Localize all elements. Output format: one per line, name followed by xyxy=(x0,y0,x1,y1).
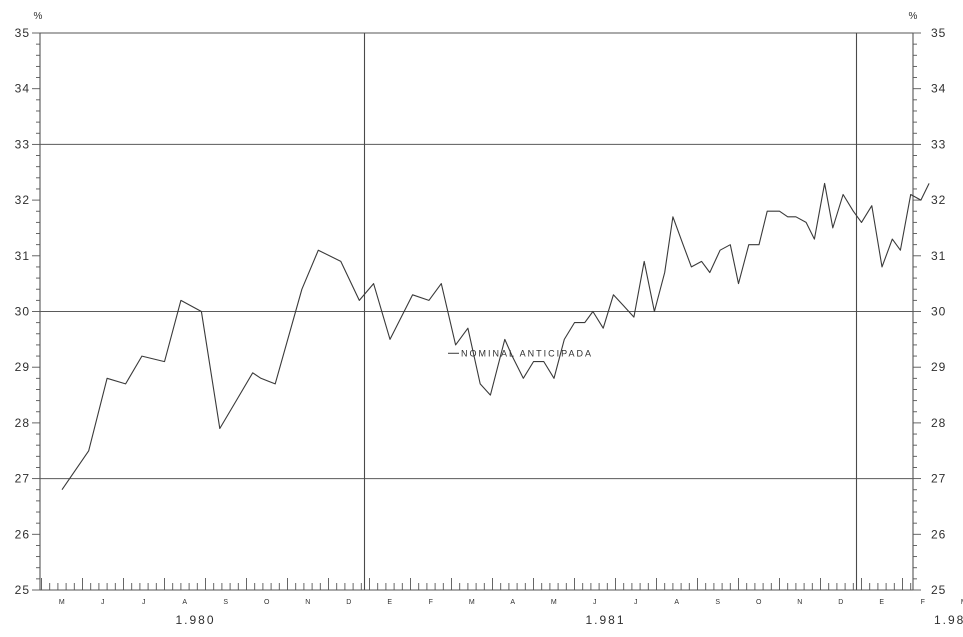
x-month-label: S xyxy=(223,599,228,606)
series-label: NOMINAL ANTICIPADA xyxy=(461,348,593,358)
y-tick-label-right: 29 xyxy=(931,360,946,374)
x-month-label: O xyxy=(756,599,762,606)
x-month-label: J xyxy=(142,599,146,606)
x-month-label: J xyxy=(634,599,638,606)
x-month-label: M xyxy=(961,599,963,606)
x-year-label: 1.980 xyxy=(175,613,215,627)
y-axis-ticks xyxy=(32,32,921,591)
y-tick-label-left: 31 xyxy=(15,249,30,263)
y-tick-label-left: 34 xyxy=(15,82,30,96)
y-tick-label-left: 26 xyxy=(15,527,30,541)
x-month-label: J xyxy=(101,599,105,606)
x-month-label: J xyxy=(593,599,597,606)
y-tick-label-right: 34 xyxy=(931,82,946,96)
x-month-label: E xyxy=(879,599,884,606)
x-axis-ticks xyxy=(41,578,912,590)
x-month-label: D xyxy=(838,599,844,606)
x-month-label: S xyxy=(715,599,720,606)
x-month-label: M xyxy=(551,599,557,606)
x-month-label: A xyxy=(674,599,679,606)
y-tick-label-left: 35 xyxy=(15,26,30,40)
y-unit-label-right: % xyxy=(909,11,918,22)
y-tick-label-left: 33 xyxy=(15,137,30,151)
x-month-label: M xyxy=(469,599,475,606)
y-tick-label-left: 32 xyxy=(15,193,30,207)
y-tick-label-right: 26 xyxy=(931,527,946,541)
x-year-label: 1.982 xyxy=(934,613,963,627)
x-month-label: N xyxy=(797,599,803,606)
x-month-label: A xyxy=(182,599,187,606)
y-tick-label-left: 28 xyxy=(15,416,30,430)
x-year-label: 1.981 xyxy=(585,613,625,627)
y-tick-label-right: 27 xyxy=(931,472,946,486)
x-month-label: M xyxy=(59,599,65,606)
series-line-nominal-anticipada xyxy=(61,182,930,491)
y-tick-label-right: 28 xyxy=(931,416,946,430)
x-month-label: N xyxy=(305,599,311,606)
x-month-label: E xyxy=(387,599,392,606)
x-month-label: F xyxy=(429,599,434,606)
y-tick-label-left: 30 xyxy=(15,305,30,319)
y-tick-label-left: 27 xyxy=(15,472,30,486)
x-month-label: D xyxy=(346,599,352,606)
x-month-label: O xyxy=(264,599,270,606)
y-tick-label-right: 35 xyxy=(931,26,946,40)
y-tick-label-left: 29 xyxy=(15,360,30,374)
y-unit-label-left: % xyxy=(34,11,43,22)
y-tick-label-left: 25 xyxy=(15,583,30,597)
x-month-label: A xyxy=(510,599,515,606)
y-tick-label-right: 31 xyxy=(931,249,946,263)
y-tick-label-right: 25 xyxy=(931,583,946,597)
y-tick-label-right: 32 xyxy=(931,193,946,207)
y-tick-label-right: 33 xyxy=(931,137,946,151)
y-tick-label-right: 30 xyxy=(931,305,946,319)
x-month-label: F xyxy=(921,599,926,606)
